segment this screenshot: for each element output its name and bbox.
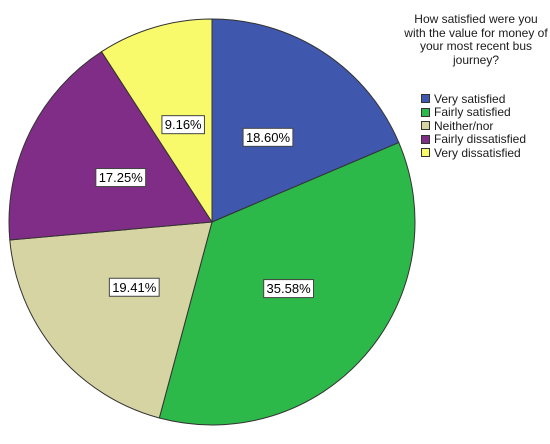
legend-item: Fairly dissatisfied bbox=[421, 132, 527, 147]
data-label-text: 18.60% bbox=[246, 130, 291, 145]
data-label-box bbox=[242, 127, 294, 147]
data-label-box bbox=[161, 115, 205, 135]
legend-swatch bbox=[421, 121, 430, 131]
legend-swatch bbox=[421, 107, 430, 117]
data-label-box bbox=[108, 277, 160, 297]
legend-label: Very dissatisfied bbox=[434, 145, 521, 160]
data-label: 18.60% bbox=[242, 127, 294, 147]
data-label: 35.58% bbox=[263, 279, 314, 299]
pie-slice-fairly-dissatisfied bbox=[8, 51, 213, 241]
data-label: 19.41% bbox=[108, 277, 160, 297]
legend-item: Fairly satisfied bbox=[421, 105, 526, 120]
pie-slice-very-satisfied bbox=[211, 18, 400, 223]
data-label-box bbox=[263, 279, 314, 299]
legend-item: Very dissatisfied bbox=[421, 146, 526, 160]
legend-title: How satisfied were you with the value fo… bbox=[404, 12, 548, 67]
data-label-text: 9.16% bbox=[165, 117, 202, 132]
legend: Very satisfied Fairly satisfied Neither/no… bbox=[421, 92, 526, 160]
legend-swatch bbox=[421, 134, 430, 144]
data-label: 9.16% bbox=[161, 115, 205, 135]
data-label-text: 19.41% bbox=[112, 280, 157, 295]
legend-item: Neither/nor bbox=[421, 119, 526, 133]
legend-swatch bbox=[421, 94, 430, 104]
legend-label: Fairly dissatisfied bbox=[434, 132, 527, 147]
data-label-text: 35.58% bbox=[267, 281, 312, 296]
legend-swatch bbox=[421, 148, 430, 158]
data-label-text: 17.25% bbox=[99, 170, 144, 185]
pie-slice-neither-nor bbox=[9, 221, 213, 419]
legend-label: Fairly satisfied bbox=[434, 105, 511, 120]
legend-label: Neither/nor bbox=[434, 118, 494, 133]
pie-slice-very-dissatisfied bbox=[100, 18, 213, 224]
data-label: 17.25% bbox=[95, 168, 147, 188]
legend-label: Very satisfied bbox=[434, 91, 506, 106]
data-label-box bbox=[95, 168, 147, 188]
legend-item: Very satisfied bbox=[421, 92, 526, 106]
